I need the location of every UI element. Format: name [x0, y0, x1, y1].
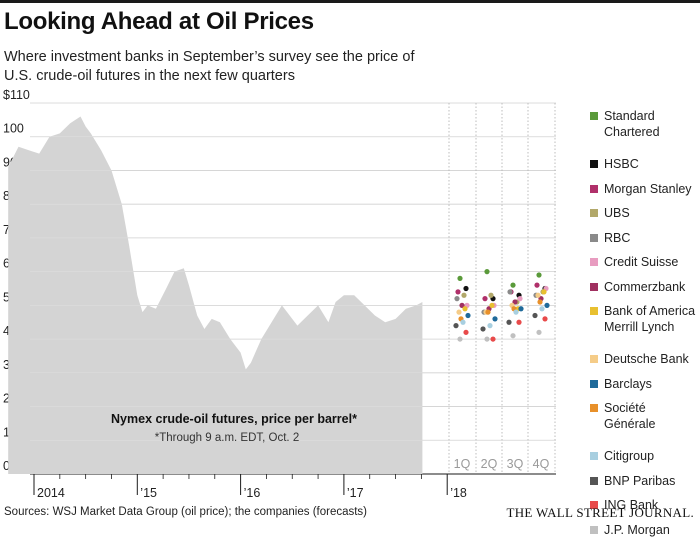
forecast-dot: [510, 282, 516, 288]
forecast-dot: [512, 299, 518, 305]
forecast-dot: [492, 316, 498, 322]
forecast-dot: [534, 282, 540, 288]
top-rule: [0, 0, 700, 3]
forecast-dot: [461, 292, 467, 298]
forecast-dot: [544, 302, 550, 308]
y-tick-label: $110: [3, 88, 30, 102]
forecast-dot: [455, 289, 461, 295]
forecast-dot: [487, 323, 493, 329]
legend-label: RBC: [604, 230, 631, 245]
quarter-label: 3Q: [507, 457, 524, 471]
x-tick-label: ’17: [347, 486, 364, 500]
forecast-dot: [454, 296, 460, 302]
forecast-dot: [459, 302, 465, 308]
forecast-dot: [541, 289, 547, 295]
source-note: Sources: WSJ Market Data Group (oil pric…: [4, 506, 368, 518]
forecast-dot: [510, 333, 516, 339]
forecast-dot: [463, 285, 469, 292]
forecast-dot: [488, 292, 494, 298]
y-tick-label: 100: [3, 122, 24, 136]
legend-label: ING Bank: [604, 498, 659, 512]
legend-label: Barclays: [604, 376, 652, 391]
forecast-dot: [506, 319, 512, 325]
x-tick-label: ’18: [450, 486, 467, 500]
legend-swatch: [590, 404, 598, 412]
legend-label: HSBC: [604, 157, 639, 171]
forecast-dot: [535, 292, 541, 298]
forecast-dot: [480, 326, 486, 332]
legend-label: Standard Chartered: [604, 109, 660, 139]
legend-label: Bank of America Merrill Lynch: [604, 304, 696, 334]
forecast-dot: [490, 336, 496, 342]
publisher-brand: THE WALL STREET JOURNAL.: [506, 505, 694, 520]
forecast-dot: [532, 312, 538, 319]
series-label: Nymex crude-oil futures, price per barre…: [111, 412, 357, 426]
forecast-dot: [513, 309, 519, 315]
legend-label: Deutsche Bank: [604, 352, 689, 366]
forecast-dot: [536, 272, 542, 278]
legend-swatch: [590, 282, 598, 291]
legend-swatch: [590, 184, 598, 193]
quarter-label: 2Q: [481, 457, 498, 471]
forecast-dot: [539, 306, 545, 312]
legend-swatch: [590, 501, 598, 509]
forecast-dot: [518, 306, 524, 312]
forecast-dot: [453, 323, 459, 329]
forecast-dot: [460, 319, 466, 325]
legend-swatch: [590, 307, 598, 315]
quarter-label: 4Q: [533, 457, 550, 471]
price-history-area: [8, 116, 423, 474]
forecast-dot: [462, 306, 468, 312]
legend-swatch: [590, 379, 598, 388]
legend-swatch: [590, 258, 598, 266]
x-tick-label: ’15: [140, 486, 157, 500]
legend-swatch: [590, 160, 598, 168]
forecast-dot: [542, 316, 548, 322]
x-tick-label: ’16: [244, 486, 261, 500]
forecast-dot: [457, 336, 463, 342]
legend-label: BNP Paribas: [604, 473, 676, 488]
y-tick-label: 0: [3, 459, 10, 473]
forecast-dot: [456, 309, 462, 315]
legend-swatch: [590, 112, 598, 120]
legend-swatch: [590, 233, 598, 242]
forecast-dot: [463, 329, 469, 335]
forecast-dot: [507, 289, 513, 295]
forecast-dot: [489, 302, 495, 308]
forecast-dot: [484, 269, 490, 275]
forecast-dot: [516, 319, 522, 325]
forecast-dot: [484, 336, 490, 342]
chart-subtitle: Where investment banks in September’s su…: [4, 49, 415, 84]
forecast-dot: [517, 296, 523, 302]
legend-label: Commerzbank: [604, 279, 686, 294]
legend-swatch: [590, 355, 598, 363]
legend-label: Citigroup: [604, 449, 655, 463]
legend-swatch: [590, 209, 598, 217]
legend-label: Société Générale: [604, 401, 656, 431]
forecast-dot: [485, 309, 491, 315]
series-footnote: *Through 9 a.m. EDT, Oct. 2: [155, 432, 299, 444]
quarter-label: 1Q: [454, 457, 471, 471]
forecast-dot: [482, 296, 488, 302]
x-tick-label: 2014: [37, 486, 65, 500]
legend-label: UBS: [604, 206, 630, 220]
chart-title: Looking Ahead at Oil Prices: [4, 8, 314, 35]
legend-swatch: [590, 525, 598, 534]
forecast-dot: [537, 299, 543, 305]
forecast-dot: [465, 312, 471, 319]
legend-label: Credit Suisse: [604, 255, 679, 269]
legend-swatch: [590, 452, 598, 460]
legend-label: Morgan Stanley: [604, 181, 692, 196]
forecast-dot: [536, 329, 542, 335]
legend-swatch: [590, 476, 598, 485]
oil-price-chart: 0102030405060708090100$1101Q2Q3Q4Q2014’1…: [3, 88, 556, 500]
forecast-dot: [457, 275, 463, 281]
